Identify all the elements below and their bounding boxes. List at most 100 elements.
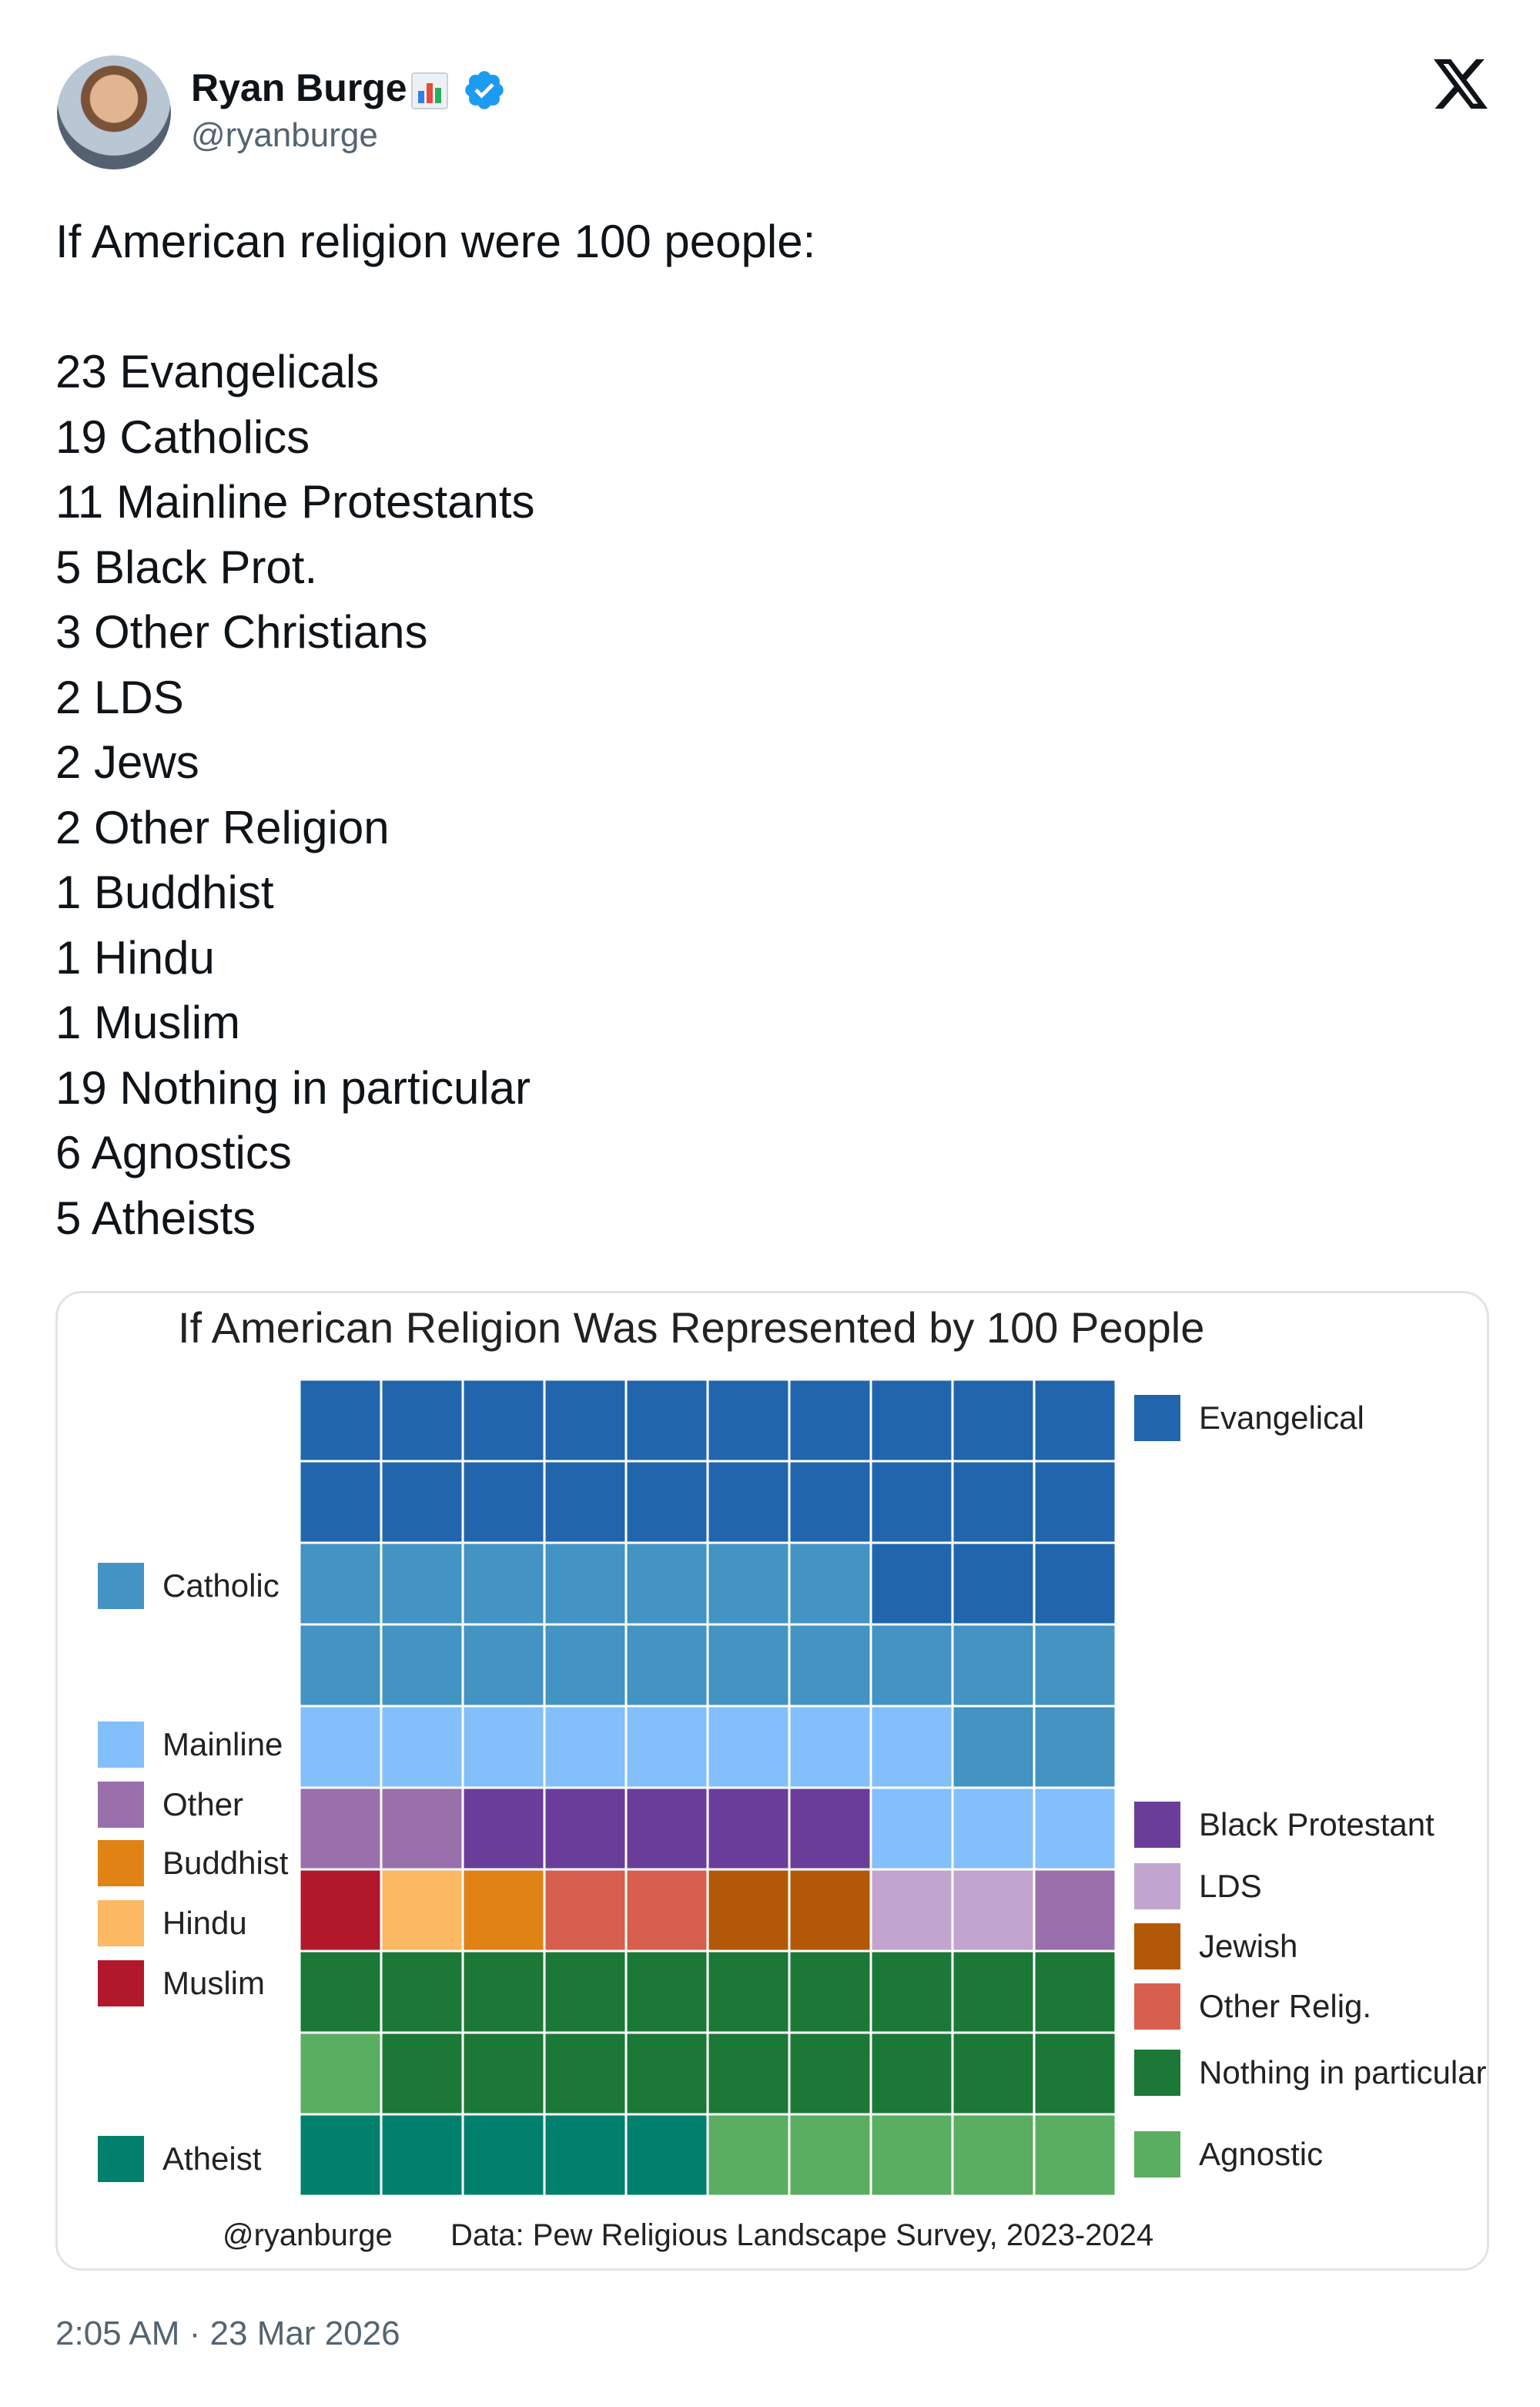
waffle-cell-nothing — [380, 2031, 464, 2116]
author-handle[interactable]: @ryanburge — [191, 116, 378, 154]
waffle-cell-atheist — [461, 2113, 546, 2197]
tweet-line: 1 Buddhist — [55, 867, 274, 918]
waffle-cell-evangelical — [624, 1460, 709, 1544]
legend-swatch-blackprotestant — [1134, 1802, 1180, 1848]
waffle-cell-evangelical — [380, 1378, 464, 1463]
legend-swatch-atheist — [98, 2136, 144, 2182]
waffle-cell-mainline — [298, 1705, 383, 1789]
tweet-text: If American religion were 100 people: 23… — [55, 210, 815, 1251]
waffle-cell-blackprotestant — [461, 1786, 546, 1871]
waffle-cell-nothing — [951, 1949, 1036, 2034]
media-card[interactable]: If American Religion Was Represented by … — [55, 1291, 1489, 2271]
waffle-cell-evangelical — [706, 1460, 791, 1544]
waffle-cell-nothing — [298, 1949, 383, 2034]
waffle-cell-blackprotestant — [543, 1786, 628, 1871]
waffle-cell-evangelical — [543, 1378, 628, 1463]
legend-label-hindu: Hindu — [162, 1905, 247, 1941]
chart-title: If American Religion Was Represented by … — [178, 1303, 1204, 1352]
waffle-cell-otherrelig — [543, 1868, 628, 1953]
waffle-cell-lds — [951, 1868, 1036, 1953]
legend-label-buddhist: Buddhist — [162, 1845, 289, 1881]
waffle-cell-nothing — [543, 1949, 628, 2034]
bar-chart-icon — [411, 72, 448, 109]
waffle-cell-catholic — [1033, 1705, 1117, 1789]
tweet-line: 19 Nothing in particular — [55, 1061, 531, 1114]
legend-swatch-agnostic — [1134, 2131, 1180, 2177]
legend-label-agnostic: Agnostic — [1199, 2136, 1323, 2172]
tweet-intro: If American religion were 100 people: — [55, 216, 816, 267]
waffle-cell-evangelical — [951, 1460, 1036, 1544]
waffle-cell-nothing — [380, 1949, 464, 2034]
x-logo-icon[interactable] — [1434, 59, 1488, 109]
waffle-grid — [298, 1378, 1117, 2197]
waffle-cell-evangelical — [869, 1541, 954, 1626]
post-timestamp[interactable]: 2:05 AM · 23 Mar 2026 — [55, 2315, 400, 2352]
waffle-cell-evangelical — [624, 1378, 709, 1463]
legend-swatch-lds — [1134, 1863, 1180, 1909]
legend-label-other: Other — [162, 1786, 243, 1822]
waffle-cell-catholic — [1033, 1623, 1117, 1708]
waffle-cell-catholic — [788, 1541, 872, 1626]
waffle-cell-catholic — [380, 1623, 464, 1708]
waffle-cell-nothing — [869, 1949, 954, 2034]
waffle-cell-mainline — [461, 1705, 546, 1789]
tweet-line: 1 Hindu — [55, 931, 215, 984]
waffle-cell-nothing — [706, 2031, 791, 2116]
waffle-cell-nothing — [788, 2031, 872, 2116]
tweet-line: 2 Jews — [55, 736, 199, 788]
waffle-cell-muslim — [298, 1868, 383, 1953]
waffle-cell-mainline — [788, 1705, 872, 1789]
legend-label-evangelical: Evangelical — [1199, 1400, 1364, 1436]
waffle-cell-catholic — [951, 1623, 1036, 1708]
waffle-cell-agnostic — [706, 2113, 791, 2197]
legend-swatch-buddhist — [98, 1840, 144, 1886]
waffle-cell-evangelical — [298, 1460, 383, 1544]
waffle-cell-catholic — [543, 1623, 628, 1708]
waffle-cell-catholic — [869, 1623, 954, 1708]
waffle-cell-evangelical — [951, 1541, 1036, 1626]
waffle-cell-evangelical — [869, 1378, 954, 1463]
waffle-cell-other — [1033, 1868, 1117, 1953]
waffle-cell-evangelical — [706, 1378, 791, 1463]
legend-swatch-other — [98, 1782, 144, 1828]
legend-swatch-muslim — [98, 1960, 144, 2006]
waffle-cell-blackprotestant — [788, 1786, 872, 1871]
waffle-cell-agnostic — [1033, 2113, 1117, 2197]
waffle-cell-evangelical — [1033, 1378, 1117, 1463]
waffle-cell-agnostic — [298, 2031, 383, 2116]
waffle-cell-nothing — [706, 1949, 791, 2034]
waffle-cell-mainline — [624, 1705, 709, 1789]
tweet-line: 11 Mainline Protestants — [55, 476, 535, 528]
waffle-cell-nothing — [461, 1949, 546, 2034]
waffle-cell-evangelical — [298, 1378, 383, 1463]
waffle-cell-mainline — [869, 1786, 954, 1871]
waffle-cell-agnostic — [788, 2113, 872, 2197]
legend-label-catholic: Catholic — [162, 1567, 280, 1604]
waffle-cell-catholic — [951, 1705, 1036, 1789]
waffle-cell-catholic — [298, 1623, 383, 1708]
waffle-cell-mainline — [869, 1705, 954, 1789]
tweet-line: 2 LDS — [55, 671, 184, 723]
waffle-cell-evangelical — [788, 1378, 872, 1463]
waffle-cell-evangelical — [1033, 1460, 1117, 1544]
waffle-cell-evangelical — [869, 1460, 954, 1544]
waffle-cell-nothing — [869, 2031, 954, 2116]
waffle-cell-other — [298, 1786, 383, 1871]
waffle-cell-otherrelig — [624, 1868, 709, 1953]
avatar[interactable] — [57, 55, 171, 169]
waffle-cell-evangelical — [380, 1460, 464, 1544]
waffle-cell-evangelical — [1033, 1541, 1117, 1626]
legend-label-blackprotestant: Black Protestant — [1199, 1806, 1435, 1842]
legend-swatch-hindu — [98, 1900, 144, 1946]
legend-label-nothing: Nothing in particular — [1199, 2054, 1487, 2090]
legend-label-muslim: Muslim — [162, 1965, 265, 2001]
waffle-cell-catholic — [543, 1541, 628, 1626]
waffle-cell-nothing — [543, 2031, 628, 2116]
waffle-cell-jewish — [788, 1868, 872, 1953]
legend-swatch-nothing — [1134, 2050, 1180, 2096]
waffle-cell-jewish — [706, 1868, 791, 1953]
waffle-cell-evangelical — [788, 1460, 872, 1544]
author-name[interactable]: Ryan Burge — [191, 66, 407, 109]
waffle-cell-mainline — [951, 1786, 1036, 1871]
tweet-line: 3 Other Christians — [55, 606, 428, 658]
